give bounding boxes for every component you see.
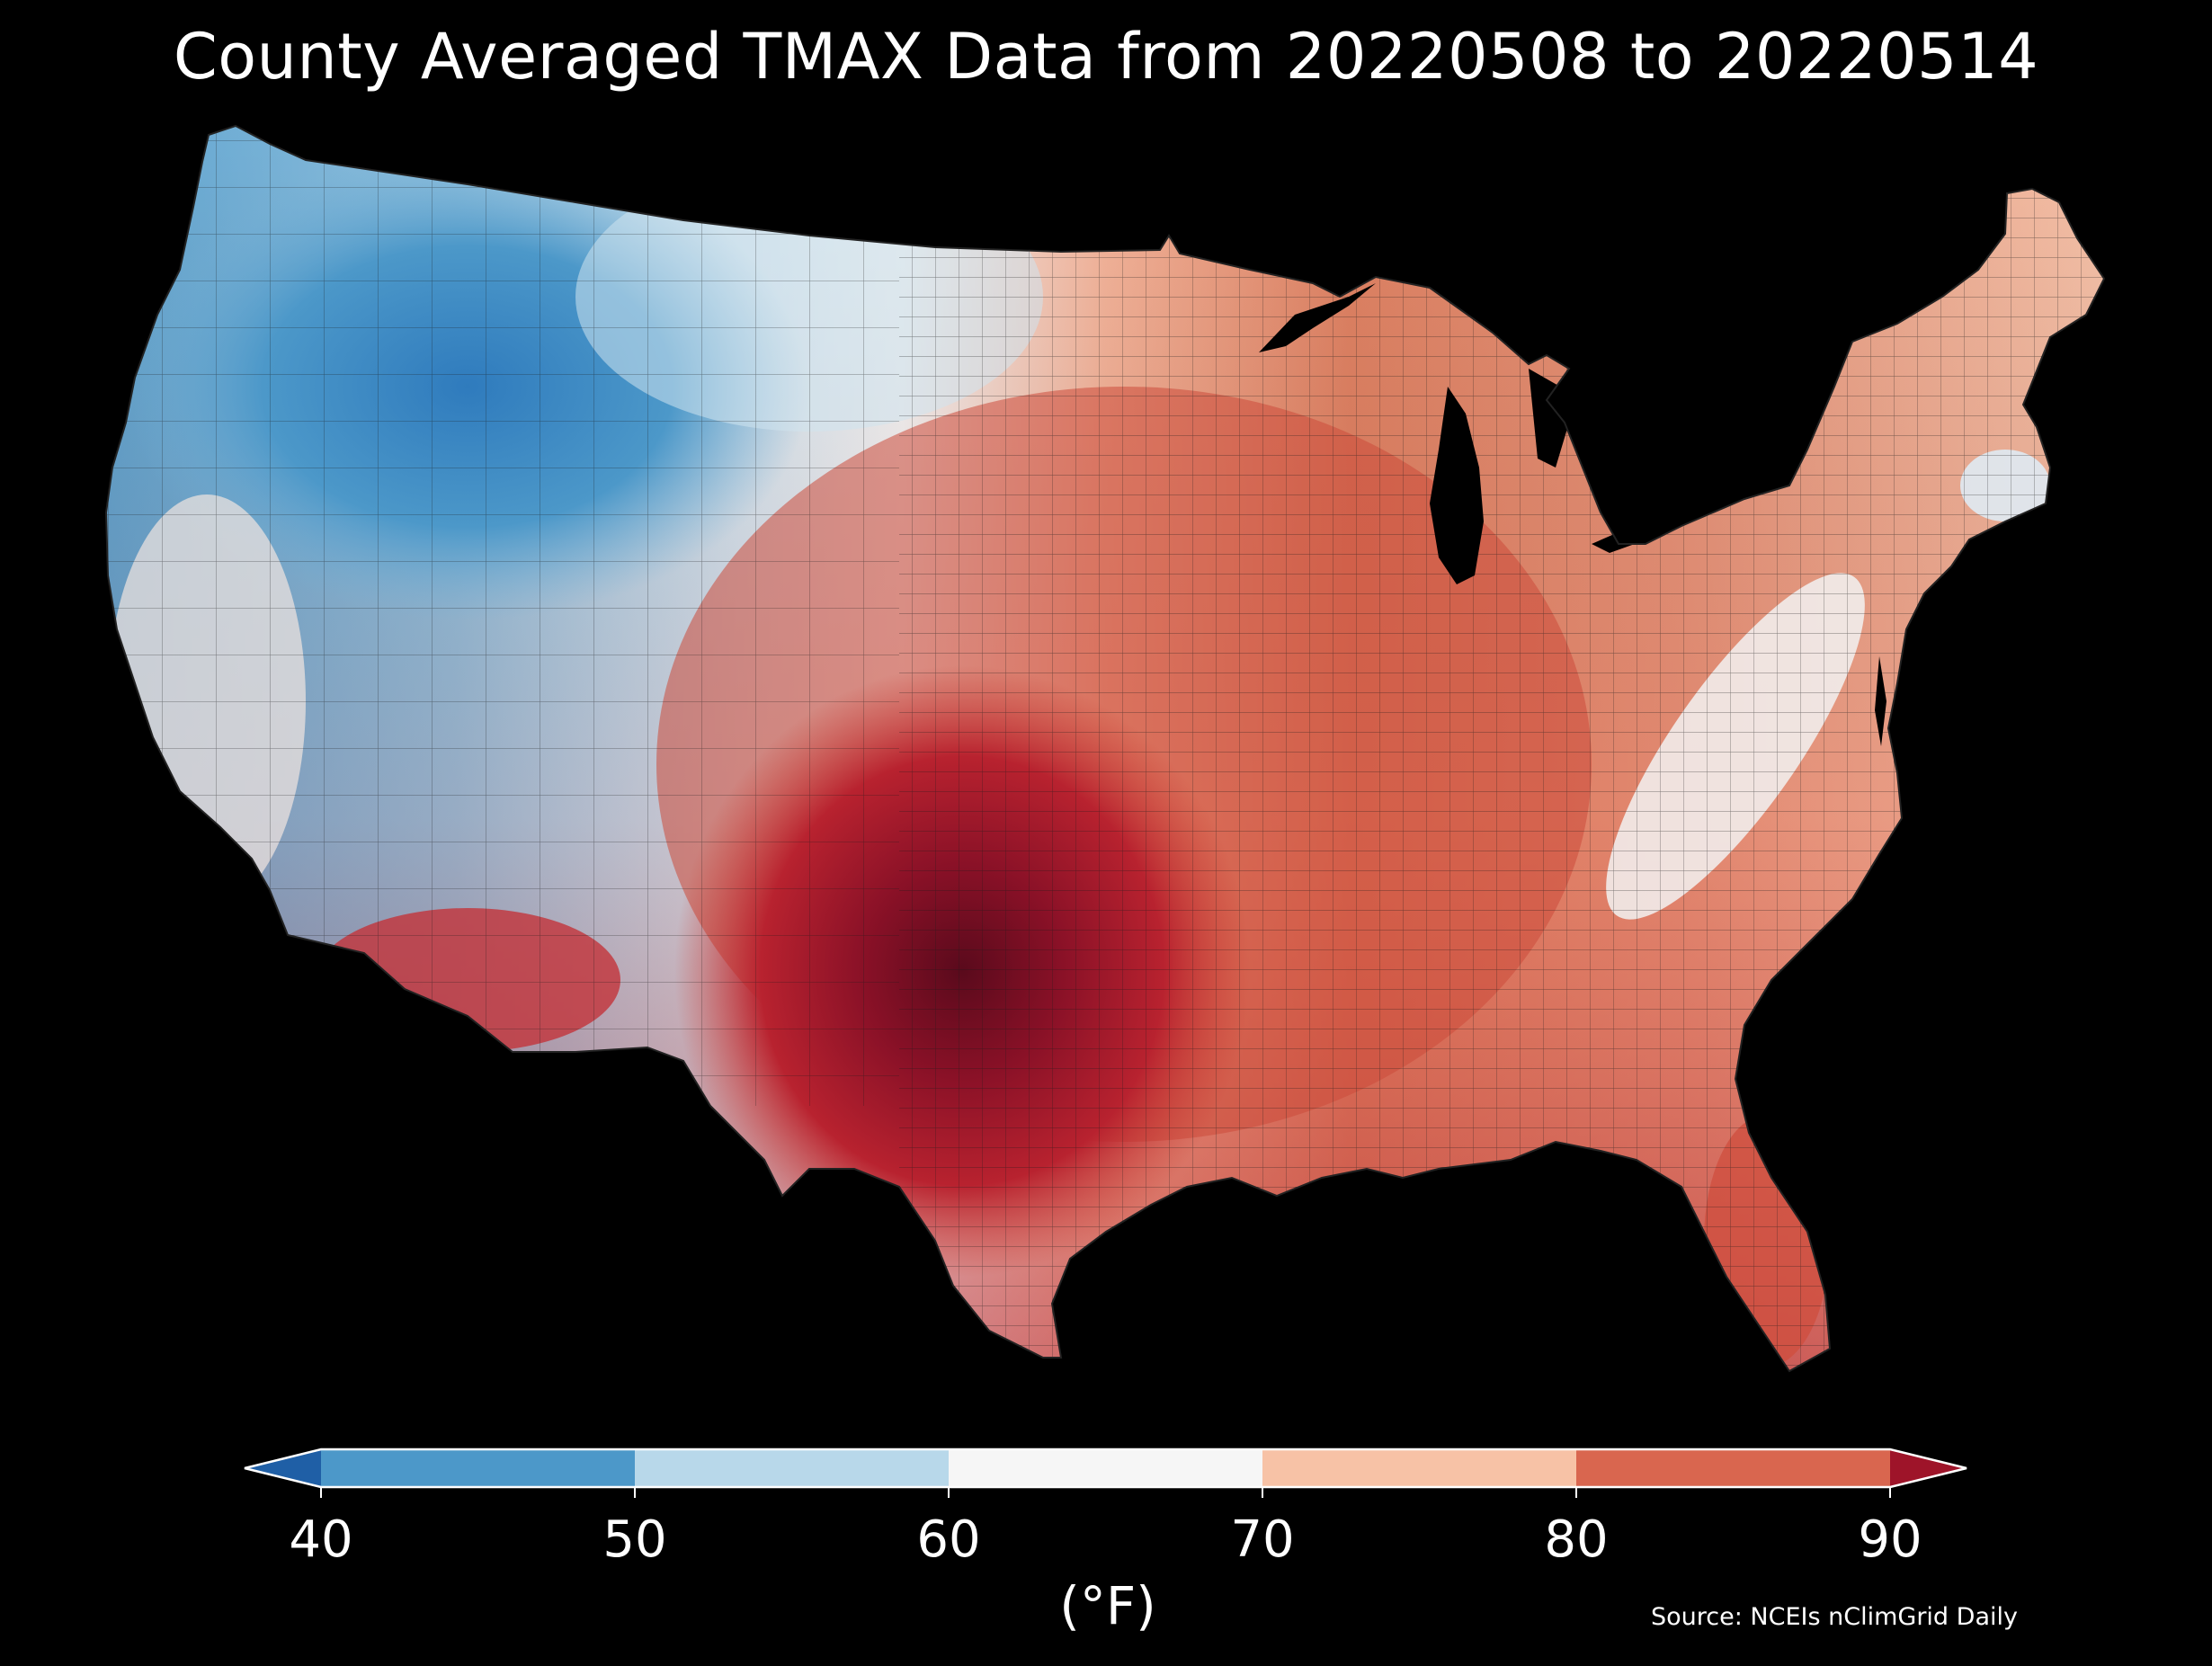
colorbar-tick-50: 50 <box>602 1510 667 1569</box>
colorbar-bin-60-70 <box>949 1449 1263 1487</box>
colorbar-unit-label: (°F) <box>1059 1575 1156 1636</box>
colorbar-bin-50-60 <box>635 1449 950 1487</box>
lake-erie <box>1592 508 1704 553</box>
colorbar-bin-70-80 <box>1262 1449 1577 1487</box>
colorbar-tick-90: 90 <box>1858 1510 1922 1569</box>
lake-huron <box>1529 369 1569 468</box>
map-title: County Averaged TMAX Data from 20220508 … <box>173 20 2039 94</box>
colorbar-tick-40: 40 <box>289 1510 353 1569</box>
lake-superior <box>1259 283 1376 352</box>
colorbar-bin-80-90 <box>1576 1449 1891 1487</box>
colorbar-extend-low <box>245 1449 321 1487</box>
lake-michigan <box>1430 387 1484 584</box>
colorbar-bin-40-50 <box>321 1449 636 1487</box>
colorbar-extend-high <box>1890 1449 1967 1487</box>
us-outline <box>104 124 2106 1373</box>
source-credit: Source: NCEIs nClimGrid Daily <box>1651 1603 2018 1631</box>
colorbar-tick-80: 80 <box>1544 1510 1609 1569</box>
chesapeake-bay <box>1875 656 1886 746</box>
colorbar-tick-70: 70 <box>1230 1510 1295 1569</box>
colorbar-tick-60: 60 <box>916 1510 981 1569</box>
